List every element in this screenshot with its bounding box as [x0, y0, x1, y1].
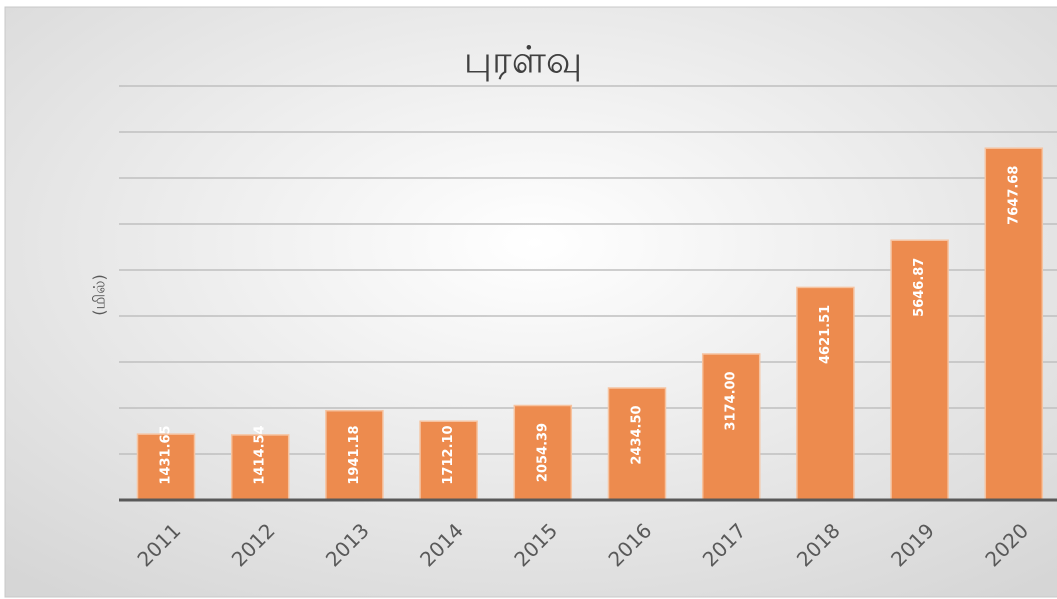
- value-label: 3174.00: [724, 371, 739, 430]
- value-label: 2434.50: [630, 405, 645, 464]
- value-label: 7647.68: [1006, 166, 1021, 225]
- value-label: 5646.87: [912, 258, 927, 317]
- bar: [796, 286, 855, 501]
- value-label: 1712.10: [441, 425, 456, 484]
- bar: [513, 404, 573, 501]
- value-label: 2054.39: [535, 423, 550, 482]
- value-label: 1414.54: [253, 425, 268, 484]
- value-label: 4621.51: [818, 305, 833, 364]
- value-label: 1941.18: [347, 425, 362, 484]
- chart-title: புரள்வு: [464, 38, 583, 82]
- bar: [419, 420, 478, 501]
- y-axis-label: (மில்): [90, 274, 109, 316]
- bar: [230, 434, 290, 501]
- value-label: 1431.65: [159, 425, 174, 484]
- bar: [607, 387, 667, 501]
- bar: [325, 409, 384, 501]
- bar: [890, 239, 949, 501]
- bar: [984, 147, 1044, 501]
